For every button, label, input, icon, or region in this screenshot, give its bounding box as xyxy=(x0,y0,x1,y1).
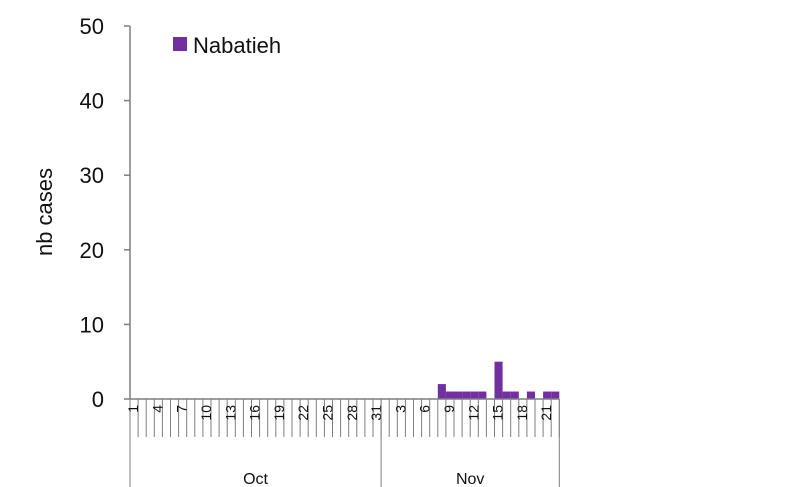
x-axis: 1 4 7 10 13 16 19 22 25 28 31 3 6 9 12 15 18 21 Oct Nov xyxy=(125,398,560,487)
x-tick-label: 10 xyxy=(198,405,214,421)
legend: Nabatieh xyxy=(173,33,281,58)
x-tick-label: 22 xyxy=(295,405,311,421)
y-tick-label: 0 xyxy=(92,387,104,412)
x-tick-label: 9 xyxy=(441,405,457,413)
y-tick-label: 30 xyxy=(80,163,104,188)
x-tick-label: 3 xyxy=(392,405,408,413)
legend-label: Nabatieh xyxy=(193,33,281,58)
y-tick-label: 50 xyxy=(80,14,104,39)
bar xyxy=(510,391,519,399)
x-tick-label: 6 xyxy=(417,405,433,413)
bar xyxy=(502,391,511,399)
legend-swatch xyxy=(173,37,187,51)
x-tick-label: 1 xyxy=(125,405,141,413)
x-tick-label: 7 xyxy=(174,405,190,413)
x-tick-label: 4 xyxy=(149,405,165,413)
x-tick-label: 31 xyxy=(368,405,384,421)
y-tick-label: 40 xyxy=(80,89,104,114)
x-tick-label: 16 xyxy=(247,405,263,421)
bar xyxy=(526,391,535,399)
bar xyxy=(462,391,471,399)
bars-group xyxy=(437,361,560,399)
x-tick-label: 28 xyxy=(344,405,360,421)
y-axis: 0 10 20 30 40 50 xyxy=(80,14,131,412)
bar xyxy=(470,391,479,399)
bar xyxy=(494,361,503,399)
bar xyxy=(454,391,463,399)
x-tick-label: 19 xyxy=(271,405,287,421)
bar xyxy=(543,391,552,399)
month-label: Oct xyxy=(243,471,268,487)
y-tick-label: 20 xyxy=(80,238,104,263)
month-label: Nov xyxy=(456,471,484,487)
y-tick-label: 10 xyxy=(80,312,104,337)
x-tick-label: 15 xyxy=(490,405,506,421)
x-tick-label: 18 xyxy=(514,405,530,421)
x-tick-label: 25 xyxy=(319,405,335,421)
x-tick-label: 12 xyxy=(465,405,481,421)
x-tick-label: 21 xyxy=(538,405,554,421)
bar xyxy=(551,391,560,399)
x-tick-label: 13 xyxy=(222,405,238,421)
y-axis-label: nb cases xyxy=(32,168,57,256)
bar xyxy=(478,391,487,399)
bar xyxy=(437,384,446,399)
bar xyxy=(445,391,454,399)
